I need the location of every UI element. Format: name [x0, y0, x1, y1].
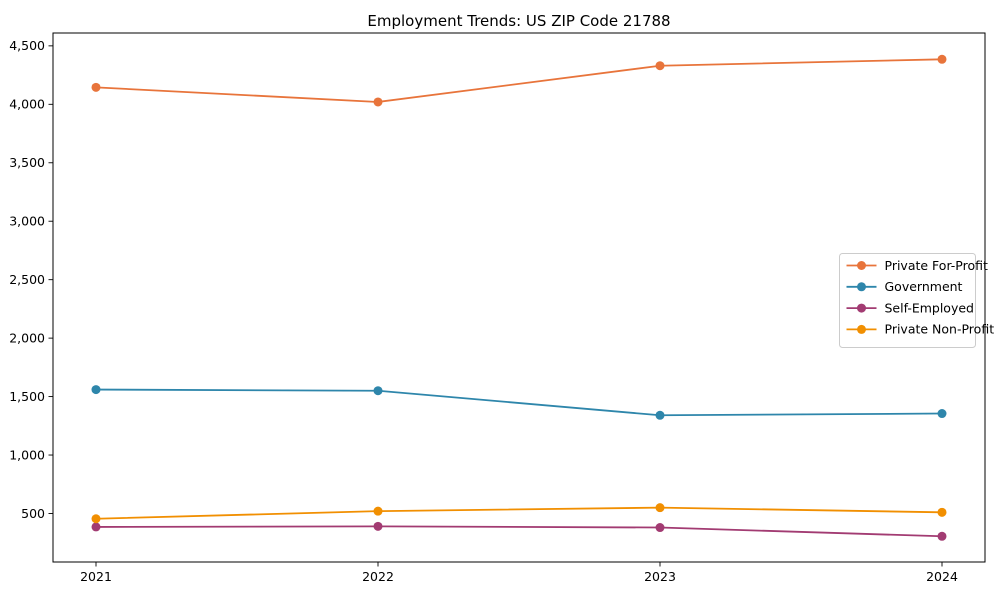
series-line — [95, 506, 943, 520]
data-point-marker — [655, 410, 665, 420]
data-point-marker — [937, 531, 947, 541]
y-axis-tick-label: 2,500 — [9, 272, 45, 287]
y-axis-tick-label: 3,500 — [9, 155, 45, 170]
legend-marker-icon — [857, 324, 866, 334]
legend-entry: Private Non-Profit — [846, 322, 995, 337]
legend-label: Private For-Profit — [885, 258, 988, 273]
chart-title: Employment Trends: US ZIP Code 21788 — [367, 12, 671, 30]
y-axis-tick-label: 1,000 — [9, 447, 45, 462]
data-point-marker — [373, 521, 383, 531]
data-point-marker — [91, 385, 101, 395]
legend-label: Self-Employed — [885, 300, 974, 315]
y-axis-tick-label: 4,500 — [9, 38, 45, 53]
x-axis-tick-label: 2022 — [362, 569, 394, 584]
data-point-marker — [937, 54, 947, 64]
legend-marker-icon — [857, 303, 866, 313]
plot-border — [52, 32, 986, 563]
legend-entry: Government — [846, 279, 963, 294]
legend-marker-icon — [857, 261, 866, 270]
y-axis-tick-label: 500 — [21, 506, 45, 521]
data-point-marker — [937, 409, 947, 419]
legend-label: Government — [885, 279, 963, 294]
data-point-marker — [91, 514, 101, 524]
x-axis-tick-label: 2021 — [80, 569, 112, 584]
data-point-marker — [373, 97, 383, 107]
data-point-marker — [91, 82, 101, 92]
series-line — [95, 525, 943, 538]
legend-entry: Self-Employed — [846, 300, 974, 315]
data-point-marker — [655, 61, 665, 71]
legend-label: Private Non-Profit — [885, 322, 995, 337]
y-axis-tick-label: 2,000 — [9, 330, 45, 345]
data-point-marker — [91, 522, 101, 532]
y-axis-tick-label: 1,500 — [9, 389, 45, 404]
data-point-marker — [373, 506, 383, 516]
data-point-marker — [655, 503, 665, 513]
y-axis-tick-label: 3,000 — [9, 214, 45, 229]
data-point-marker — [373, 386, 383, 396]
series-line — [95, 58, 943, 103]
x-axis-tick-label: 2024 — [926, 569, 958, 584]
legend-entry: Private For-Profit — [846, 258, 988, 273]
data-point-marker — [937, 507, 947, 517]
x-axis-tick-label: 2023 — [644, 569, 676, 584]
legend-box — [839, 253, 976, 348]
legend-marker-icon — [857, 282, 866, 292]
y-axis-tick-label: 4,000 — [9, 97, 45, 112]
series-line — [95, 388, 943, 417]
data-point-marker — [655, 523, 665, 533]
